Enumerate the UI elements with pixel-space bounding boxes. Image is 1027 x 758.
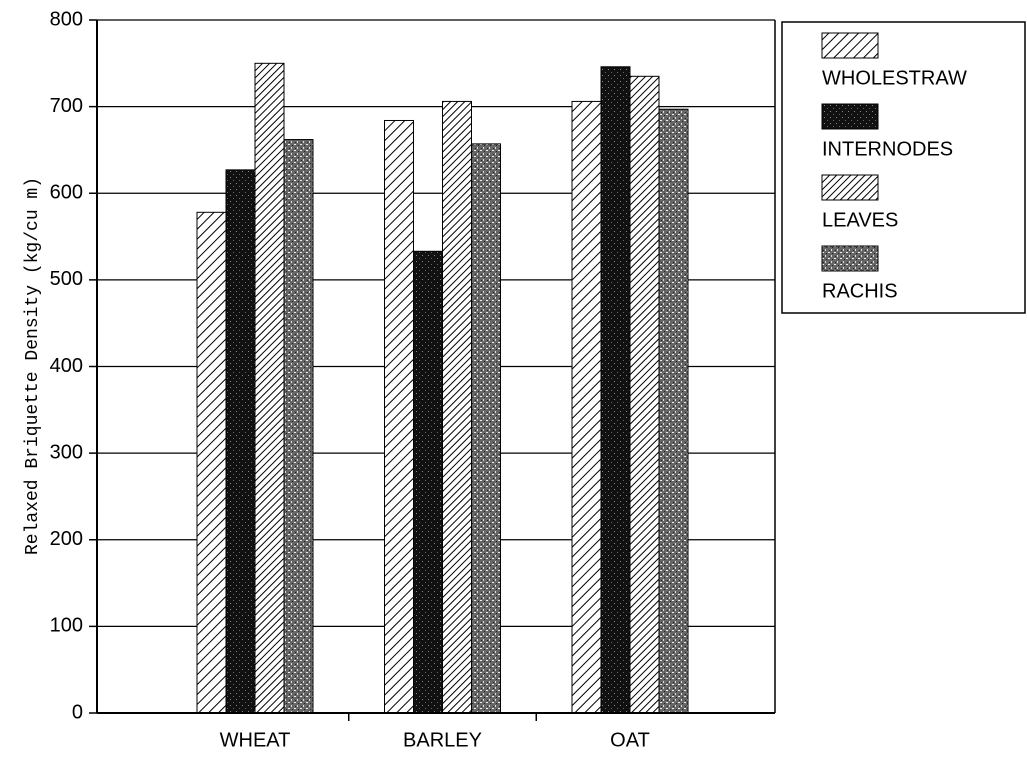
bar <box>225 169 256 714</box>
legend-swatch <box>821 245 879 272</box>
bar <box>571 100 602 714</box>
y-axis-label: Relaxed Briquette Density (kg/cu m) <box>23 177 43 555</box>
legend-swatch <box>821 103 879 130</box>
legend-label: INTERNODES <box>822 138 953 160</box>
x-tick-label: WHEAT <box>220 729 291 751</box>
y-tick-label: 300 <box>50 441 83 463</box>
legend-box <box>781 21 1026 314</box>
bar <box>283 139 314 714</box>
legend-label: LEAVES <box>822 209 898 231</box>
bar <box>384 119 414 714</box>
y-tick-label: 200 <box>50 528 83 550</box>
bar <box>254 62 285 714</box>
y-tick-label: 800 <box>50 8 83 30</box>
y-tick-label: 600 <box>50 182 83 204</box>
bar <box>442 100 472 714</box>
y-tick-label: 700 <box>50 95 83 117</box>
bar <box>471 143 501 714</box>
x-tick-label: BARLEY <box>403 729 482 751</box>
y-tick-label: 500 <box>50 268 83 290</box>
legend-swatch <box>821 174 879 201</box>
y-tick-label: 0 <box>72 701 83 723</box>
bar <box>413 250 443 714</box>
bar <box>629 75 660 714</box>
x-tick-label: OAT <box>610 729 650 751</box>
bar <box>658 108 689 714</box>
bar <box>600 66 631 714</box>
legend-swatch <box>821 32 879 59</box>
y-tick-label: 100 <box>50 615 83 637</box>
legend-label: WHOLESTRAW <box>822 67 967 89</box>
legend-label: RACHIS <box>822 280 898 302</box>
y-tick-label: 400 <box>50 355 83 377</box>
bar <box>196 211 227 714</box>
